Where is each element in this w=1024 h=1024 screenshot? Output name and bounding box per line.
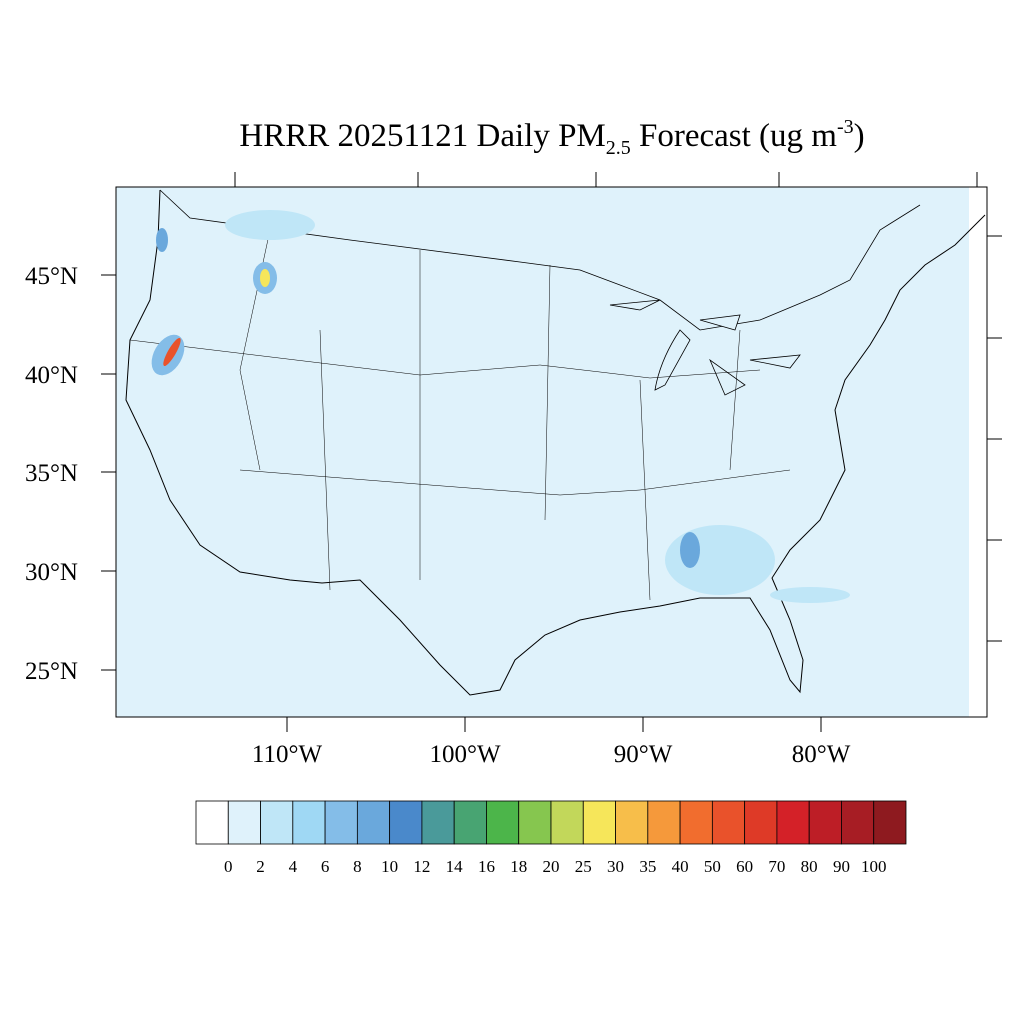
lon-label: 90°W	[614, 741, 673, 768]
colorbar-box	[421, 800, 455, 845]
colorbar-box	[615, 800, 649, 845]
colorbar-label: 8	[353, 857, 362, 876]
colorbar-box	[260, 800, 294, 845]
colorbar-box	[227, 800, 261, 845]
plume	[665, 525, 775, 595]
colorbar-box	[292, 800, 326, 845]
lon-label: 110°W	[252, 741, 323, 768]
colorbar-box	[582, 800, 616, 845]
colorbar-label: 6	[321, 857, 330, 876]
colorbar-box	[711, 800, 746, 845]
colorbar-label: 80	[801, 857, 818, 876]
colorbar-label: 60	[736, 857, 753, 876]
title-sup: -3	[837, 116, 854, 138]
frame-ticks	[101, 172, 1002, 732]
title: HRRR 20251121 Daily PM2.5 Forecast (ug m…	[239, 116, 864, 159]
colorbar-box	[873, 800, 907, 845]
colorbar-label: 100	[861, 857, 887, 876]
colorbar-box	[647, 800, 681, 845]
colorbar-box	[486, 800, 520, 845]
colorbar-box	[776, 800, 810, 845]
map-frame	[115, 186, 988, 718]
plume	[156, 228, 168, 252]
lon-label: 100°W	[429, 741, 500, 768]
colorbar-box	[744, 800, 778, 845]
plume	[225, 210, 315, 240]
map	[101, 172, 1002, 732]
lat-label: 45°N	[25, 263, 78, 290]
colorbar-box	[453, 800, 487, 845]
colorbar-label: 70	[768, 857, 785, 876]
colorbar-label: 2	[256, 857, 265, 876]
colorbar-label: 12	[413, 857, 430, 876]
colorbar-box	[550, 800, 584, 845]
lat-label: 40°N	[25, 362, 78, 389]
title-end: )	[854, 118, 865, 154]
coastline	[125, 189, 986, 696]
plume	[770, 587, 850, 603]
plume	[260, 269, 270, 287]
plume	[163, 338, 181, 366]
title-sub: 2.5	[606, 137, 631, 159]
colorbar-box	[195, 800, 229, 845]
lat-label: 25°N	[25, 658, 78, 685]
lat-label: 35°N	[25, 460, 78, 487]
colorbar-label: 20	[543, 857, 560, 876]
colorbar-label: 16	[478, 857, 495, 876]
colorbar-label: 30	[607, 857, 624, 876]
colorbar-box	[518, 800, 552, 845]
title-main: HRRR 20251121 Daily PM	[239, 118, 605, 154]
colorbar-label: 50	[704, 857, 721, 876]
colorbar-label: 18	[510, 857, 527, 876]
colorbar-label: 10	[381, 857, 398, 876]
colorbar-label: 90	[833, 857, 850, 876]
colorbar-box	[679, 800, 713, 845]
great-lakes	[609, 299, 801, 396]
colorbar-label: 40	[672, 857, 689, 876]
colorbar-label: 35	[639, 857, 656, 876]
colorbar-box	[389, 800, 423, 845]
colorbar-label: 14	[446, 857, 464, 876]
colorbar-box	[324, 800, 358, 845]
lon-label: 80°W	[792, 741, 851, 768]
plume	[680, 532, 700, 568]
colorbar-label: 0	[224, 857, 233, 876]
title-rest: Forecast (ug m	[631, 118, 838, 154]
colorbar-label: 25	[575, 857, 592, 876]
colorbar-box	[356, 800, 391, 845]
lat-label: 30°N	[25, 559, 78, 586]
colorbar-label: 4	[289, 857, 298, 876]
colorbar-box	[808, 800, 842, 845]
colorbar-box	[841, 800, 875, 845]
